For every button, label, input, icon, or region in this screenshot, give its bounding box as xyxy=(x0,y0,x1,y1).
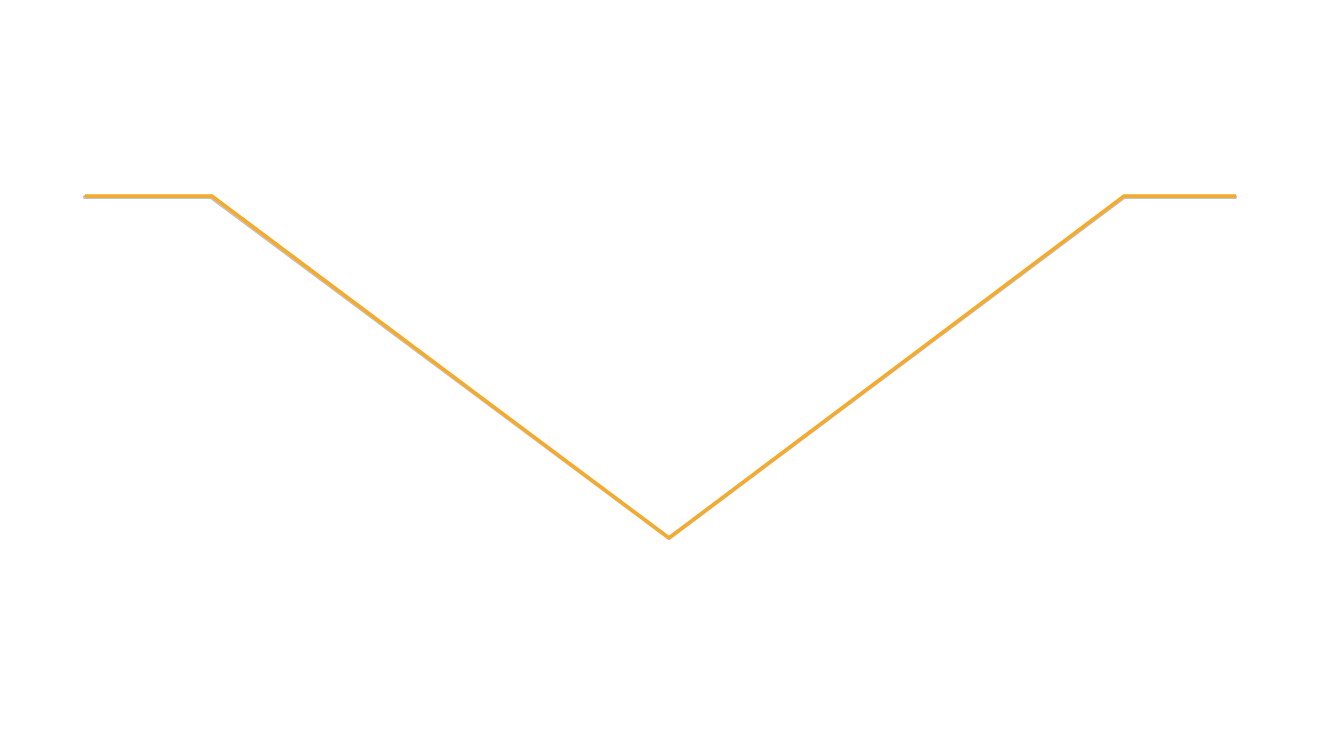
chevron-stroke xyxy=(85,194,1236,540)
chevron-shadow-stroke xyxy=(83,195,1237,540)
